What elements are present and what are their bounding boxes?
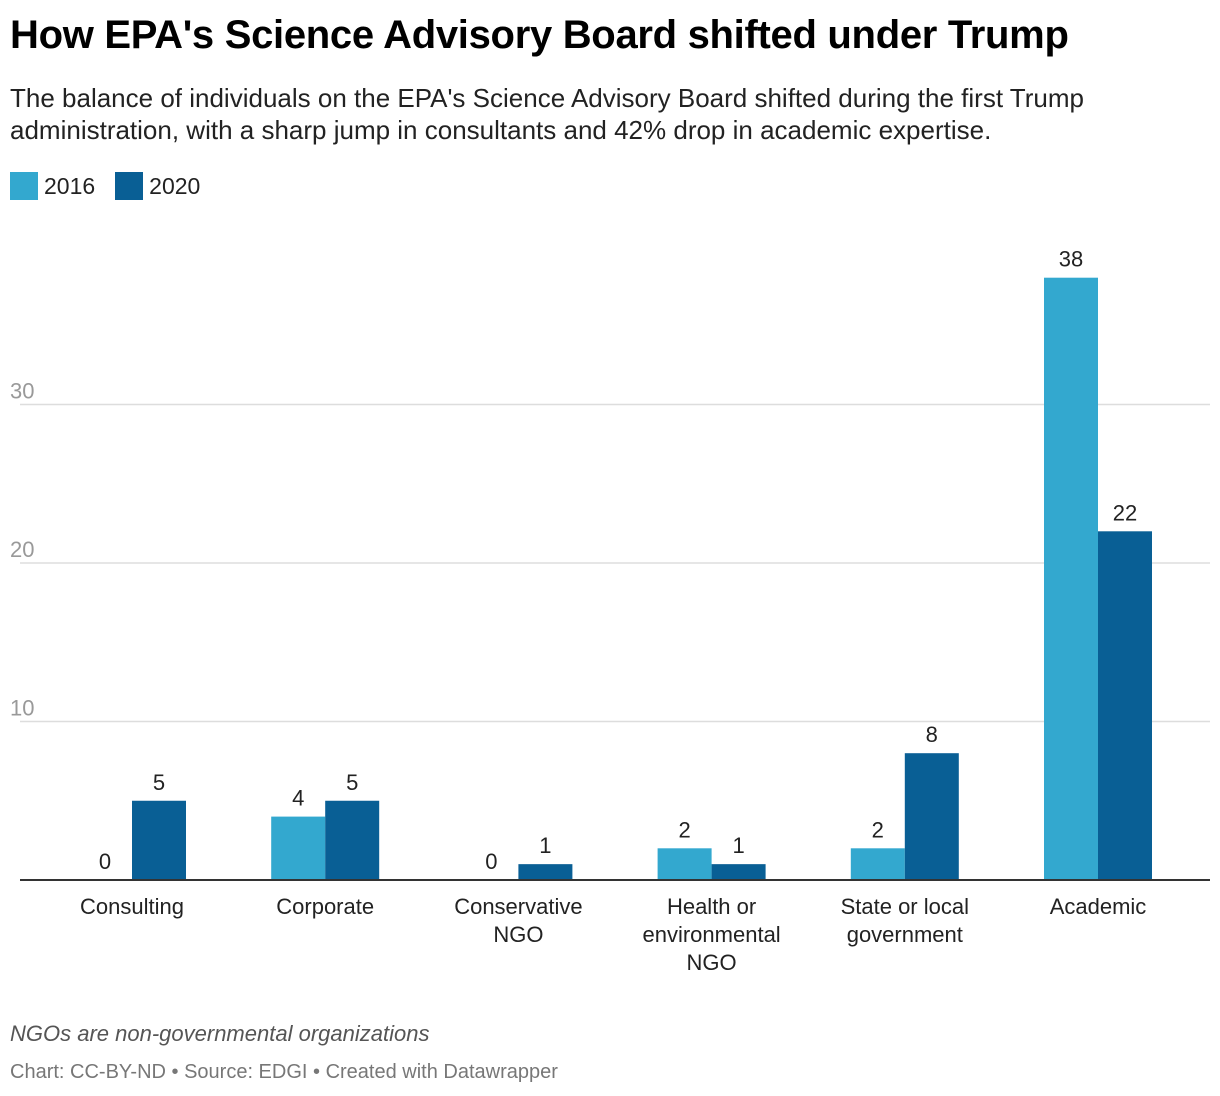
data-label-2020: 5 bbox=[346, 770, 358, 795]
x-tick-label: Health or bbox=[667, 894, 756, 919]
legend-item-2016: 2016 bbox=[10, 172, 95, 200]
data-label-2020: 1 bbox=[539, 833, 551, 858]
chart-footer: Chart: CC-BY-ND • Source: EDGI • Created… bbox=[10, 1061, 558, 1083]
data-label-2016: 2 bbox=[678, 817, 690, 842]
bar-2016 bbox=[850, 848, 905, 880]
x-tick-label: NGO bbox=[493, 922, 543, 947]
data-label-2016: 4 bbox=[292, 786, 304, 811]
data-label-2016: 2 bbox=[872, 817, 884, 842]
legend-label-2020: 2020 bbox=[149, 172, 201, 199]
bar-2020 bbox=[325, 800, 380, 880]
x-tick-label: government bbox=[847, 922, 963, 947]
data-label-2020: 8 bbox=[926, 722, 938, 747]
data-label-2020: 22 bbox=[1113, 500, 1137, 525]
legend-label-2016: 2016 bbox=[44, 172, 96, 199]
legend-item-2020: 2020 bbox=[115, 172, 200, 200]
x-tick-label: Conservative bbox=[454, 894, 582, 919]
legend-swatch-2020 bbox=[115, 172, 144, 200]
x-tick-label: NGO bbox=[687, 950, 737, 975]
y-tick-label: 10 bbox=[10, 696, 34, 721]
bar-2016 bbox=[657, 848, 712, 880]
bar-2020 bbox=[1098, 531, 1152, 880]
y-tick-label: 20 bbox=[10, 537, 34, 562]
data-label-2020: 1 bbox=[732, 833, 744, 858]
bar-chart: 10 20 30 0 5 Consulting 4 5 Corporate 0 1 Conservat… bbox=[10, 247, 1210, 975]
legend-swatch-2016 bbox=[10, 172, 38, 200]
data-label-2016: 0 bbox=[485, 849, 497, 874]
x-tick-label: Corporate bbox=[276, 894, 374, 919]
bar-2020 bbox=[132, 800, 186, 880]
x-tick-label: Consulting bbox=[80, 894, 184, 919]
chart-subtitle: The balance of individuals on the EPA's … bbox=[10, 83, 1084, 145]
data-label-2016: 38 bbox=[1059, 247, 1083, 272]
bar-2020 bbox=[904, 753, 959, 880]
x-tick-label: State or local bbox=[841, 894, 969, 919]
chart-note: NGOs are non-governmental organizations bbox=[10, 1021, 430, 1046]
bar-2016 bbox=[271, 816, 326, 880]
chart-title: How EPA's Science Advisory Board shifted… bbox=[10, 13, 1069, 57]
bar-2016 bbox=[1044, 277, 1098, 880]
bar-2020 bbox=[711, 864, 766, 880]
x-tick-label: environmental bbox=[643, 922, 781, 947]
legend: 2016 2020 bbox=[10, 172, 220, 200]
bar-2020 bbox=[518, 864, 573, 880]
data-label-2016: 0 bbox=[99, 849, 111, 874]
x-tick-label: Academic bbox=[1050, 894, 1147, 919]
y-tick-label: 30 bbox=[10, 379, 34, 404]
data-label-2020: 5 bbox=[153, 770, 165, 795]
